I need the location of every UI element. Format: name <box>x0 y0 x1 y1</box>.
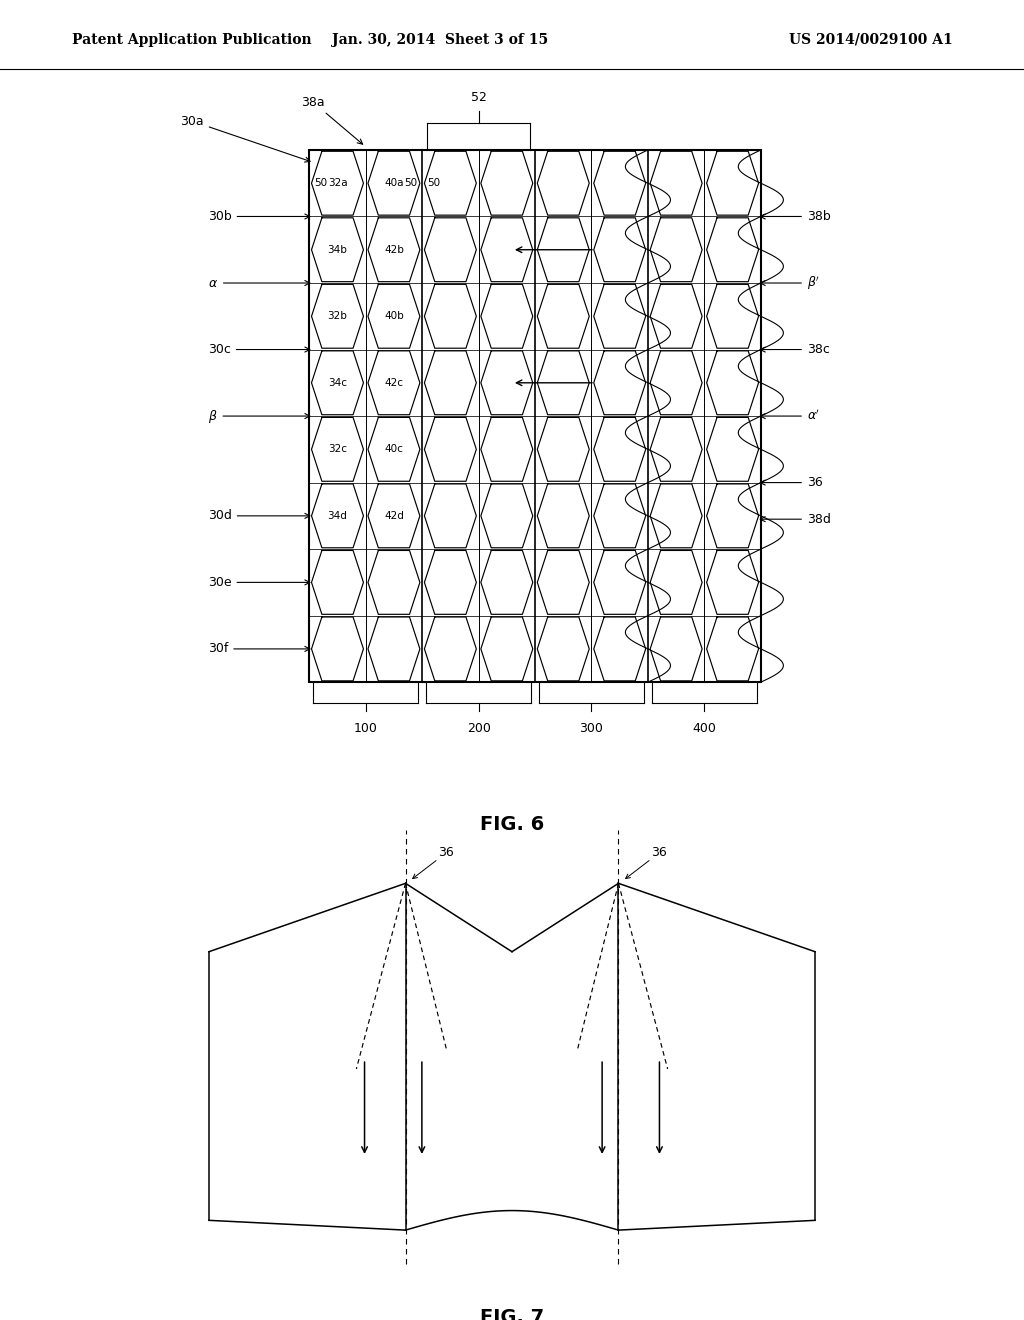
Text: 32c: 32c <box>328 445 347 454</box>
Text: $\beta$: $\beta$ <box>208 408 310 425</box>
Text: 38a: 38a <box>301 95 362 144</box>
Text: $\beta'$: $\beta'$ <box>760 275 820 292</box>
Text: 40a: 40a <box>384 178 403 189</box>
Text: FIG. 6: FIG. 6 <box>480 816 544 834</box>
Text: FIG. 7: FIG. 7 <box>480 1308 544 1320</box>
Text: 36: 36 <box>651 846 667 859</box>
Text: 30f: 30f <box>208 643 310 656</box>
Text: 30a: 30a <box>180 115 310 162</box>
Text: 34b: 34b <box>328 244 347 255</box>
Text: 38c: 38c <box>760 343 829 356</box>
Text: $\alpha$: $\alpha$ <box>208 276 310 289</box>
Text: 38d: 38d <box>760 512 830 525</box>
Text: 32a: 32a <box>328 178 347 189</box>
Text: US 2014/0029100 A1: US 2014/0029100 A1 <box>788 33 952 48</box>
Text: 42c: 42c <box>384 378 403 388</box>
Text: 36: 36 <box>760 477 822 490</box>
Text: 36: 36 <box>438 846 454 859</box>
Text: 30c: 30c <box>208 343 310 356</box>
Text: 42b: 42b <box>384 244 403 255</box>
Text: 100: 100 <box>353 722 378 735</box>
Text: 40b: 40b <box>384 312 403 321</box>
Text: $\alpha'$: $\alpha'$ <box>760 409 820 424</box>
Text: 50: 50 <box>314 178 327 189</box>
Text: 50: 50 <box>404 178 418 189</box>
Text: Patent Application Publication: Patent Application Publication <box>72 33 311 48</box>
Text: 34d: 34d <box>328 511 347 521</box>
Text: 30b: 30b <box>208 210 310 223</box>
Text: 30e: 30e <box>208 576 310 589</box>
Text: 52: 52 <box>471 91 486 104</box>
Text: 30d: 30d <box>208 510 310 523</box>
Bar <box>309 150 761 682</box>
Text: 34c: 34c <box>328 378 347 388</box>
Text: 38b: 38b <box>760 210 830 223</box>
Text: Jan. 30, 2014  Sheet 3 of 15: Jan. 30, 2014 Sheet 3 of 15 <box>332 33 549 48</box>
Text: 200: 200 <box>467 722 490 735</box>
Text: 40c: 40c <box>384 445 403 454</box>
Text: 32b: 32b <box>328 312 347 321</box>
Text: 50: 50 <box>427 178 440 189</box>
Text: 300: 300 <box>580 722 603 735</box>
Text: 42d: 42d <box>384 511 403 521</box>
Text: 400: 400 <box>692 722 717 735</box>
